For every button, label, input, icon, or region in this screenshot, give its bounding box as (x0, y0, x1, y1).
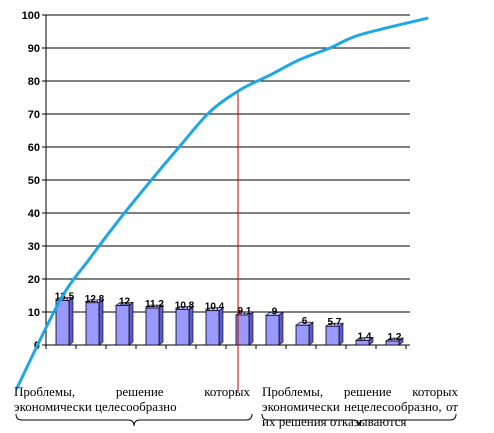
y-tick-label: 40 (28, 208, 40, 220)
data-label: 12.8 (85, 294, 105, 305)
bar-side (98, 299, 104, 346)
bar (265, 311, 284, 346)
data-label: 6 (302, 316, 308, 327)
bar (115, 301, 134, 346)
data-label: 5.7 (328, 317, 342, 328)
bar-front (385, 340, 400, 346)
y-tick-label: 80 (28, 76, 40, 88)
bar-front (295, 324, 310, 346)
y-tick-label: 50 (28, 175, 40, 187)
data-label: 13.5 (55, 291, 75, 302)
y-tick-label: 30 (28, 241, 40, 253)
y-tick-label: 100 (22, 10, 40, 22)
bars (55, 296, 404, 346)
bar-front (265, 314, 280, 346)
bar-side (68, 296, 74, 346)
bar (325, 322, 344, 346)
data-label: 12 (119, 296, 131, 307)
data-label: 10.4 (205, 302, 225, 313)
data-label: 11.2 (145, 299, 164, 310)
bar-side (278, 311, 284, 346)
gridlines (46, 14, 410, 313)
bar-side (308, 321, 314, 346)
caption-right: Проблемы, решение которых экономически н… (262, 384, 458, 429)
bar-front (355, 339, 370, 346)
bar (145, 304, 164, 346)
bar (355, 336, 374, 346)
bar-side (158, 304, 164, 346)
y-tick-label: 70 (28, 109, 40, 121)
bar (55, 296, 74, 346)
caption-left: Проблемы, решение которых экономически ц… (14, 384, 250, 414)
data-label: 10.8 (175, 300, 195, 311)
bar-side (188, 305, 194, 346)
data-label: 1.2 (388, 332, 402, 343)
bar (205, 307, 224, 346)
bar-front (175, 308, 190, 346)
bar-front (325, 325, 340, 346)
bar-front (205, 310, 220, 346)
y-tick-label: 20 (28, 274, 40, 286)
axes (42, 14, 410, 349)
braces (15, 413, 457, 427)
brace-right (261, 413, 457, 427)
cumulative-curve-group (15, 16, 429, 390)
y-tick-label: 90 (28, 43, 40, 55)
bar-side (128, 301, 134, 346)
bar (175, 305, 194, 346)
data-label: 9.1 (238, 306, 252, 317)
bar-front (115, 304, 130, 346)
y-tick-label: 60 (28, 142, 40, 154)
bar-front (145, 307, 160, 346)
data-label: 9 (272, 306, 278, 317)
data-label: 1.4 (358, 331, 372, 342)
bar (385, 337, 404, 346)
bar (295, 321, 314, 346)
bar-front (55, 300, 70, 346)
bar (85, 299, 104, 346)
brace-left (15, 413, 253, 427)
data-labels: 13.5 12.8 12 11.2 10.8 10.4 9.1 9 6 5.7 1.4 1.2 (55, 291, 402, 343)
bar (235, 311, 254, 346)
bar-side (218, 307, 224, 346)
bar-front (85, 302, 100, 346)
cumulative-curve (15, 16, 429, 390)
bar-front (235, 314, 250, 346)
y-tick-label: 10 (28, 307, 40, 319)
